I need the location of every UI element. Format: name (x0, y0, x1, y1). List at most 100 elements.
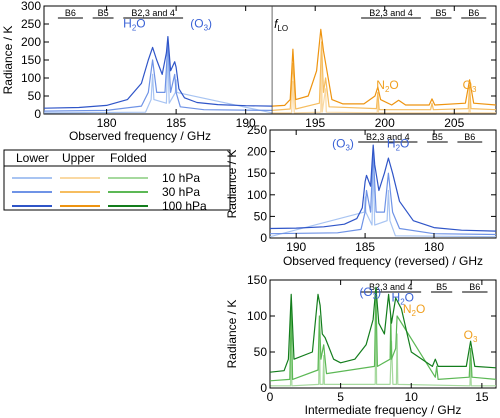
series-line-lower-0 (44, 35, 273, 109)
middle-series-lines (270, 144, 496, 238)
x-tick-label: 190 (236, 116, 256, 130)
top-panel-observed-frequency: B6 B5 B2,3 and 4 B2,3 and 4 B5 B6 180 185 190 19… (1, 0, 497, 143)
band-label: B5 (436, 8, 447, 18)
y-tick-label: 250 (21, 17, 41, 31)
x-tick-label: 180 (424, 240, 444, 254)
lo-marker: fLO (271, 6, 288, 114)
x-tick-label: 5 (337, 390, 344, 404)
legend-row-label: 100 hPa (162, 199, 207, 213)
top-plot-frame (43, 5, 497, 115)
middle-band-markers: B2,3 and 4 B5 B6 (358, 132, 483, 143)
y-tick-label: 100 (21, 71, 41, 85)
series-line-upper-5 (272, 55, 496, 114)
top-annotations: H2O (O3) N2O O3 (123, 17, 477, 94)
molecule-annotation: (O3) (332, 136, 354, 152)
y-tick-label: 50 (254, 209, 268, 223)
y-tick-label: 200 (21, 35, 41, 49)
molecule-annotation: H2O (387, 136, 409, 152)
molecule-annotation: H2O (392, 291, 414, 307)
band-label: B6 (469, 282, 480, 292)
bottom-plot-frame (269, 279, 497, 389)
band-label: B2,3 and 4 (369, 282, 413, 292)
series-line-folded-1 (270, 290, 496, 382)
top-xlabel: Observed frequency / GHz (69, 129, 211, 143)
y-tick-label: 100 (247, 309, 267, 323)
band-label: B5 (98, 8, 109, 18)
series-line-folded-2 (270, 308, 496, 387)
series-line-upper-4 (272, 41, 496, 111)
y-tick-label: 250 (247, 123, 267, 137)
series-line-lower-1 (44, 41, 273, 112)
legend-header-folded: Folded (110, 151, 147, 165)
y-tick-label: 150 (247, 166, 267, 180)
y-tick-label: 0 (260, 231, 267, 245)
y-tick-label: 50 (254, 345, 268, 359)
legend-row-label: 30 hPa (162, 185, 200, 199)
band-label: B6 (65, 8, 76, 18)
bottom-band-markers: B2,3 and 4 B5 B6 (360, 282, 488, 293)
y-tick-label: 100 (247, 188, 267, 202)
legend-row-label: 10 hPa (162, 171, 200, 185)
band-label: B5 (436, 282, 447, 292)
molecule-annotation: N2O (376, 78, 398, 94)
band-label: B5 (432, 132, 443, 142)
x-tick-label: 185 (166, 116, 186, 130)
band-label: B6 (464, 132, 475, 142)
legend-header-lower: Lower (16, 151, 49, 165)
series-line-folded-0 (270, 286, 496, 373)
series-line-lower-0 (270, 144, 496, 232)
band-label: B2,3 and 4 (366, 132, 410, 142)
x-tick-label: 0 (267, 390, 274, 404)
legend-box (3, 149, 231, 211)
molecule-annotation: (O3) (359, 285, 381, 301)
top-band-markers: B6 B5 B2,3 and 4 B2,3 and 4 B5 B6 (57, 8, 487, 19)
x-tick-label: 10 (405, 390, 419, 404)
y-tick-label: 0 (34, 107, 41, 121)
middle-axis-ticks: 190 185 180 0 50 100 150 200 250 (247, 123, 496, 254)
top-ylabel: Radiance / K (1, 26, 15, 95)
bottom-xlabel: Intermediate frequency / GHz (305, 403, 462, 417)
y-tick-label: 0 (260, 381, 267, 395)
x-tick-label: 195 (305, 116, 325, 130)
molecule-annotation: H2O (123, 17, 145, 33)
top-series-lines (44, 28, 496, 114)
x-tick-label: 180 (97, 116, 117, 130)
band-label: B6 (468, 8, 479, 18)
bottom-ylabel: Radiance / K (225, 300, 239, 369)
molecule-annotation: (O3) (190, 17, 212, 33)
band-label: B2,3 and 4 (369, 8, 413, 18)
y-tick-label: 150 (247, 273, 267, 287)
series-line-lower-1 (270, 151, 496, 236)
top-axis-ticks: 180 185 190 195 200 205 0 50 100 150 200 250 300 (21, 0, 496, 130)
y-tick-label: 150 (21, 53, 41, 67)
molecule-annotation: O3 (463, 78, 477, 94)
middle-xlabel: Observed frequency (reversed) / GHz (283, 254, 483, 268)
lo-label: fLO (274, 17, 288, 33)
x-tick-label: 205 (444, 116, 464, 130)
series-line-lower-2 (270, 159, 496, 238)
middle-annotations: (O3) H2O (332, 136, 409, 152)
series-line-lower-2 (44, 48, 273, 114)
y-tick-label: 50 (28, 89, 42, 103)
legend-header-upper: Upper (62, 151, 95, 165)
x-tick-label: 185 (355, 240, 375, 254)
middle-plot-frame (269, 129, 497, 239)
x-tick-label: 15 (475, 390, 489, 404)
x-tick-label: 190 (286, 240, 306, 254)
molecule-annotation: O3 (464, 328, 478, 344)
bottom-series-lines (270, 286, 496, 387)
y-tick-label: 200 (247, 145, 267, 159)
middle-ylabel: Radiance / K (225, 150, 239, 219)
middle-panel-reversed-frequency: B2,3 and 4 B5 B6 190 185 180050100150200250 … (225, 123, 497, 268)
x-tick-label: 200 (375, 116, 395, 130)
series-line-upper-3 (272, 28, 496, 107)
molecule-annotation: N2O (403, 302, 425, 318)
y-tick-label: 300 (21, 0, 41, 13)
band-label: B2,3 and 4 (131, 8, 175, 18)
